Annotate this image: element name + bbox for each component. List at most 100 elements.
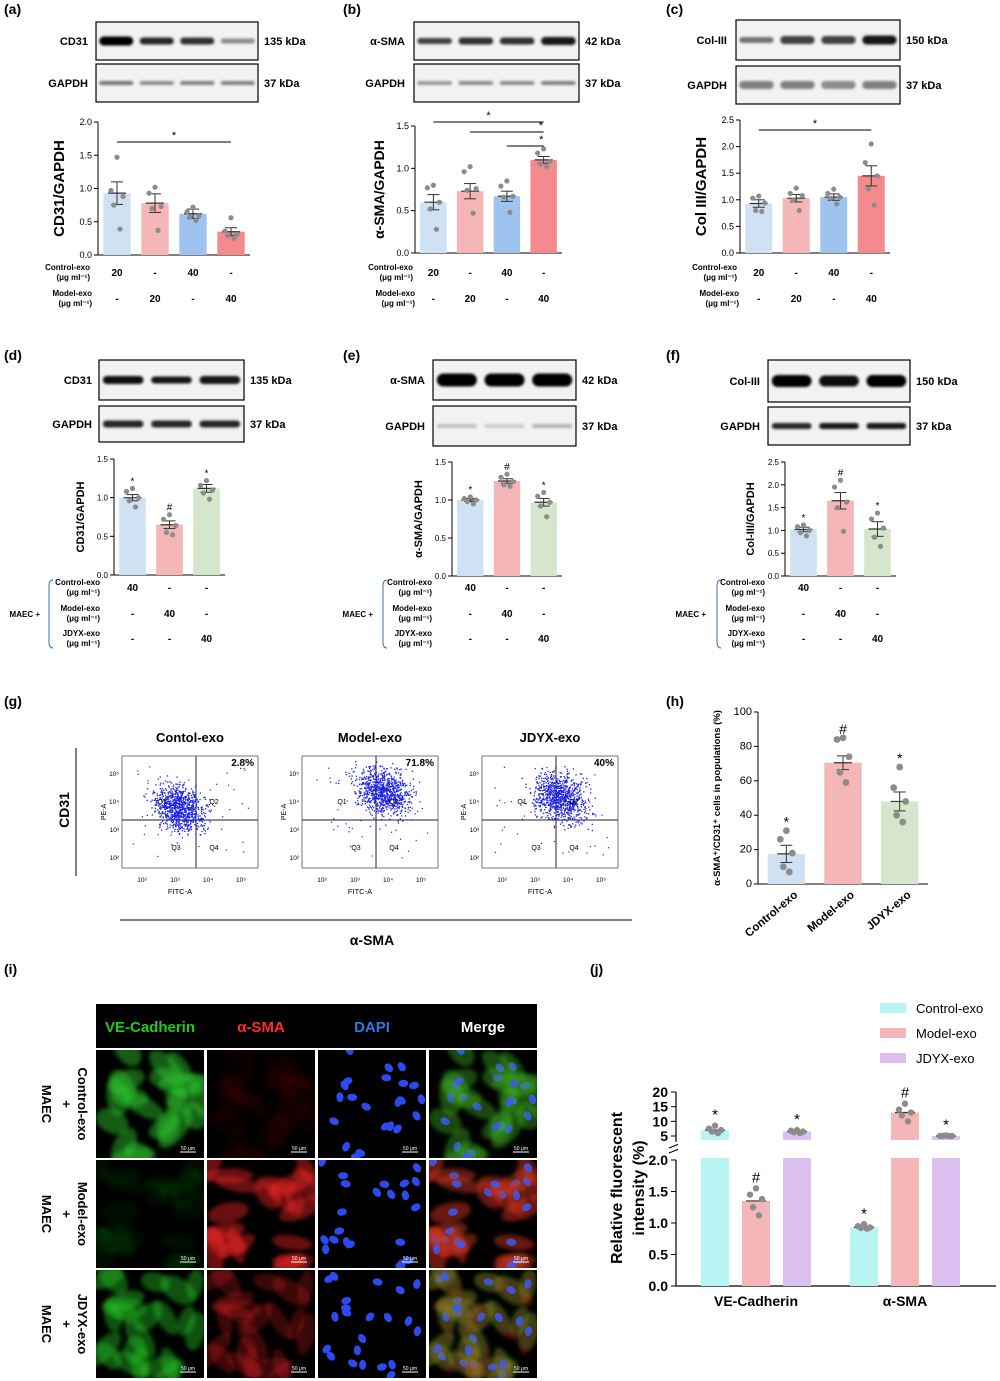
ve-cadherin-signal [164, 1252, 196, 1268]
flow-event [362, 778, 364, 780]
flow-event [160, 816, 162, 818]
dose-value: - [115, 294, 118, 305]
ve-cadherin-signal [96, 1270, 128, 1295]
flow-event [568, 808, 570, 810]
flow-event [396, 814, 398, 816]
flow-event [186, 820, 188, 823]
flow-event [545, 802, 548, 804]
flow-event [572, 802, 574, 804]
flow-event [399, 818, 401, 820]
flow-event [152, 790, 155, 792]
flow-event [180, 814, 183, 816]
flow-event [407, 793, 409, 795]
dose-row-label: Model-exo [52, 289, 92, 298]
flow-event [166, 807, 168, 809]
flow-event [548, 785, 551, 787]
flow-event [195, 803, 197, 806]
flow-event [580, 781, 583, 784]
flow-event [184, 807, 187, 810]
flow-event [182, 819, 185, 822]
flow-event [372, 790, 374, 792]
flow-event [379, 795, 382, 797]
dapi-nucleus [383, 1312, 392, 1323]
flow-event [572, 804, 574, 806]
flow-event [178, 783, 180, 786]
micro-row-maec: MAEC [39, 1305, 54, 1344]
flow-event [399, 789, 401, 791]
flow-event [389, 794, 391, 796]
flow-event [564, 780, 566, 782]
flow-event [397, 796, 399, 798]
flow-event [549, 801, 551, 804]
flow-event [565, 797, 567, 799]
dapi-nucleus [413, 1279, 421, 1290]
flow-event [166, 825, 169, 828]
flow-event [562, 813, 564, 815]
asma-signal [295, 1160, 315, 1187]
flow-event [166, 802, 168, 805]
flow-event [573, 816, 575, 818]
data-point [114, 154, 120, 160]
flow-event [177, 802, 179, 805]
flow-event [364, 787, 366, 789]
data-point [544, 164, 550, 170]
flow-event [179, 802, 181, 805]
flow-event [389, 797, 391, 799]
flow-event [174, 825, 177, 827]
data-point [753, 207, 759, 214]
flow-event [560, 793, 562, 796]
flow-event [377, 797, 379, 799]
flow-event [521, 818, 523, 820]
flow-event [571, 813, 573, 815]
dose-row-label: Model-exo [392, 604, 432, 613]
data-point [831, 484, 838, 490]
flow-event [588, 801, 591, 803]
flow-event [548, 818, 550, 820]
flow-event [395, 784, 397, 787]
flow-event [176, 820, 178, 822]
micro-image-r1-c2: 50 μm [207, 1050, 315, 1158]
flow-event [540, 842, 543, 844]
flow-event [552, 801, 554, 803]
flow-event [388, 785, 390, 787]
flow-event [555, 806, 557, 809]
flow-event [503, 826, 505, 828]
flow-event [392, 797, 395, 799]
flow-event [549, 786, 551, 789]
flow-event [565, 780, 567, 782]
dose-row-label: JDYX-exo [63, 629, 100, 638]
y-tick-label: 20 [652, 1084, 668, 1100]
flow-event [396, 767, 398, 769]
data-point [874, 510, 881, 516]
data-point [436, 199, 442, 205]
flow-event [167, 806, 170, 808]
flow-event [555, 817, 557, 820]
flow-event [561, 813, 563, 815]
dose-row-label: Model-exo [375, 289, 415, 298]
flow-event [568, 777, 570, 779]
blot-kda-label: 37 kDa [916, 421, 952, 433]
flow-event [395, 797, 397, 799]
flow-event [390, 782, 392, 784]
flow-event [401, 798, 403, 800]
flow-event [179, 815, 181, 817]
flow-event [549, 797, 551, 799]
flow-event [176, 805, 178, 807]
flow-event [209, 799, 211, 801]
flow-event [171, 815, 174, 817]
data-point [149, 205, 155, 212]
flow-event [543, 802, 545, 804]
flow-event [191, 804, 193, 807]
flow-event [401, 781, 404, 783]
flow-event [558, 782, 560, 784]
dose-value: 40 [465, 583, 477, 594]
flow-event [204, 819, 206, 821]
data-point [510, 479, 516, 485]
dose-value: - [432, 294, 435, 305]
flow-event [400, 792, 402, 794]
flow-event [157, 778, 159, 780]
flow-event [190, 821, 192, 823]
flow-event [181, 792, 184, 794]
flow-event [384, 775, 386, 777]
flow-event [566, 806, 569, 808]
